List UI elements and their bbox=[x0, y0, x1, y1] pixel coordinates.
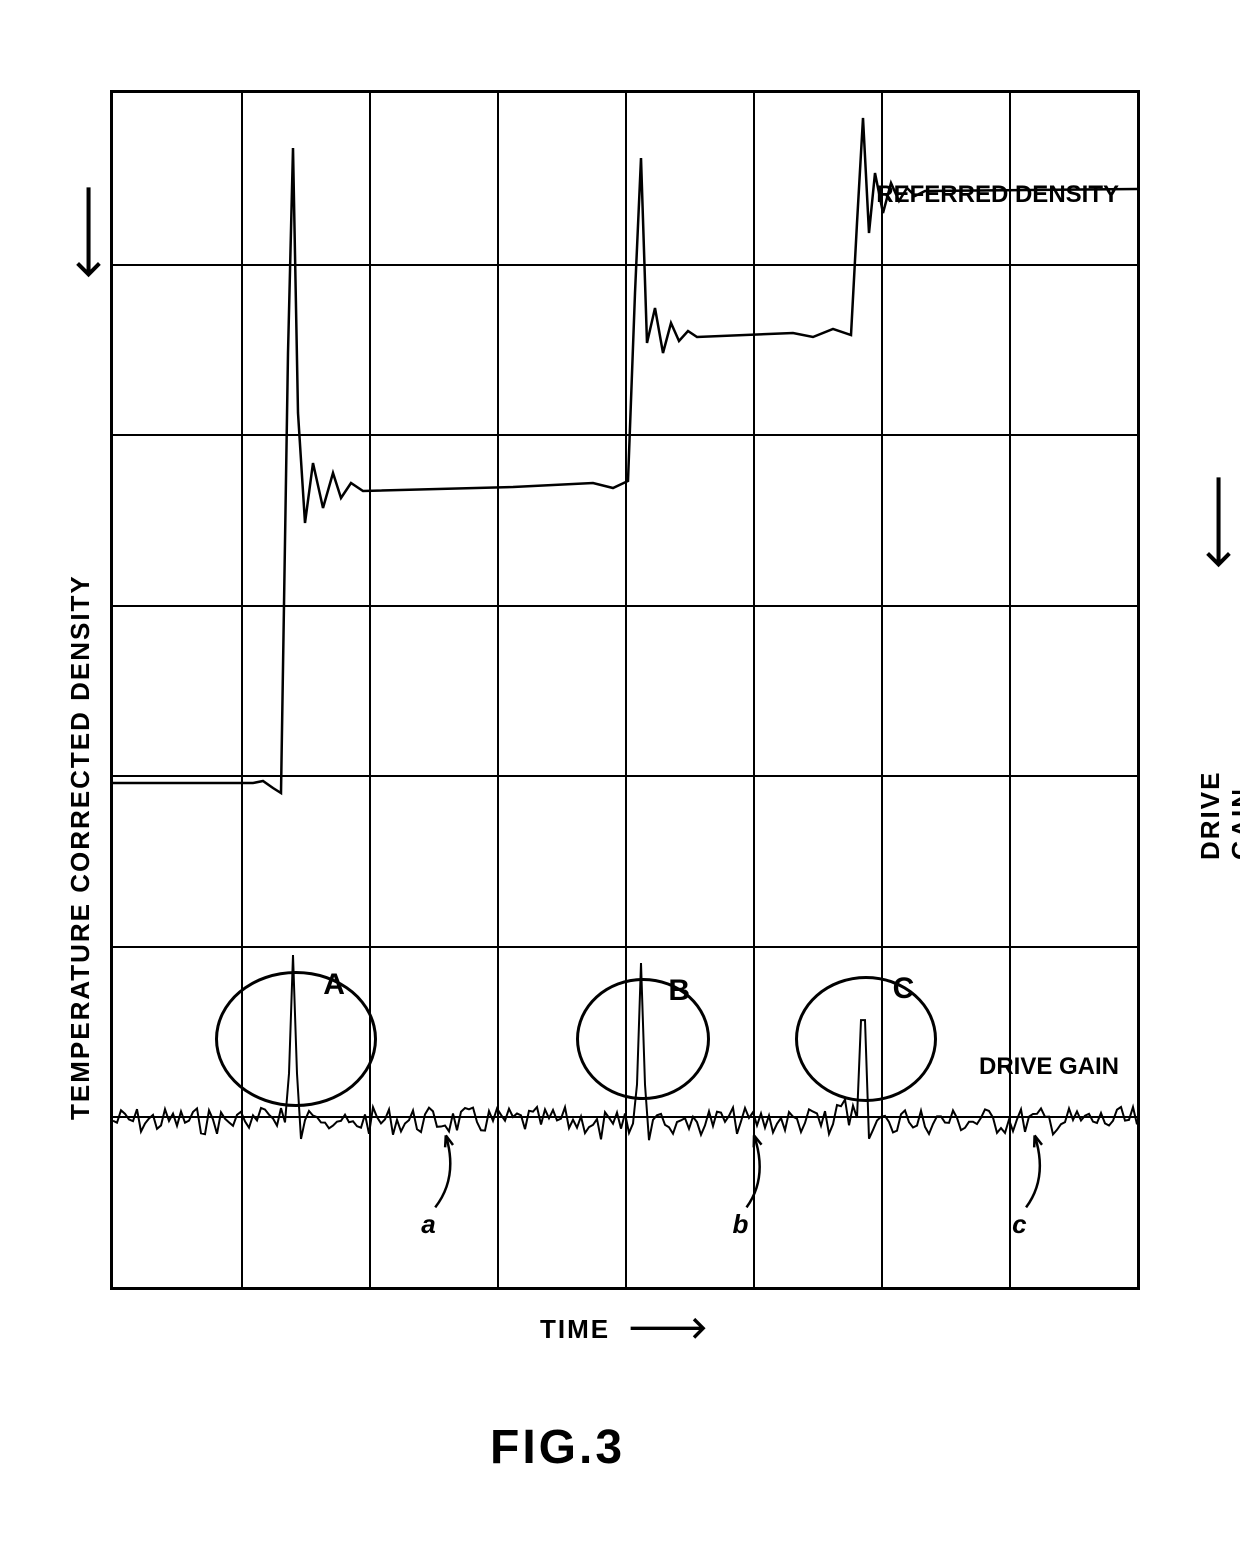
pointer-label-b: b bbox=[733, 1209, 749, 1240]
figure-wrap: TEMPERATURE CORRECTED DENSITY 🡐 DRIVE GA… bbox=[20, 20, 1220, 1530]
grid-line-vertical bbox=[881, 93, 883, 1287]
ellipse-A bbox=[215, 971, 377, 1107]
ellipse-label-C: C bbox=[893, 972, 915, 1006]
chart-area: REFERRED DENSITY DRIVE GAIN A B Ca b c bbox=[110, 90, 1140, 1290]
left-axis-label: TEMPERATURE CORRECTED DENSITY bbox=[65, 574, 96, 1120]
pointer-arrow-c bbox=[1026, 1135, 1040, 1207]
density-inline-label: REFERRED DENSITY bbox=[876, 181, 1119, 209]
figure-caption-text: FIG.3 bbox=[490, 1421, 625, 1474]
grid-line-horizontal bbox=[113, 434, 1137, 436]
grid-line-vertical bbox=[241, 93, 243, 1287]
right-axis-text: DRIVE GAIN bbox=[1195, 771, 1240, 860]
left-axis-text: TEMPERATURE CORRECTED DENSITY bbox=[65, 574, 95, 1120]
grid-line-horizontal bbox=[113, 946, 1137, 948]
pointer-arrow-a bbox=[435, 1135, 450, 1207]
left-axis-arrow: 🡐 bbox=[65, 181, 109, 280]
density-inline-text: REFERRED DENSITY bbox=[876, 181, 1119, 208]
bottom-axis-text: TIME bbox=[540, 1314, 610, 1344]
right-axis-label: DRIVE GAIN bbox=[1195, 771, 1240, 860]
grid-line-horizontal bbox=[113, 775, 1137, 777]
grid-line-vertical bbox=[497, 93, 499, 1287]
figure-caption: FIG.3 bbox=[490, 1420, 625, 1475]
drivegain-inline-text: DRIVE GAIN bbox=[979, 1053, 1119, 1080]
grid-line-vertical bbox=[369, 93, 371, 1287]
grid-line-vertical bbox=[1009, 93, 1011, 1287]
pointer-label-a: a bbox=[421, 1209, 435, 1240]
grid-line-vertical bbox=[753, 93, 755, 1287]
grid-line-horizontal bbox=[113, 264, 1137, 266]
ellipse-label-B: B bbox=[668, 974, 690, 1008]
grid-line-vertical bbox=[625, 93, 627, 1287]
ellipse-label-A: A bbox=[323, 968, 345, 1002]
pointer-label-c: c bbox=[1012, 1209, 1026, 1240]
right-arrow-icon: 🡒 bbox=[627, 1312, 709, 1345]
grid-line-horizontal bbox=[113, 605, 1137, 607]
grid-line-horizontal bbox=[113, 1116, 1137, 1118]
bottom-axis-label: TIME 🡒 bbox=[540, 1310, 710, 1346]
drivegain-inline-label: DRIVE GAIN bbox=[979, 1053, 1119, 1081]
right-axis-arrow: 🡐 bbox=[1195, 471, 1239, 570]
ellipse-B bbox=[576, 978, 710, 1100]
ellipse-C bbox=[795, 976, 937, 1102]
